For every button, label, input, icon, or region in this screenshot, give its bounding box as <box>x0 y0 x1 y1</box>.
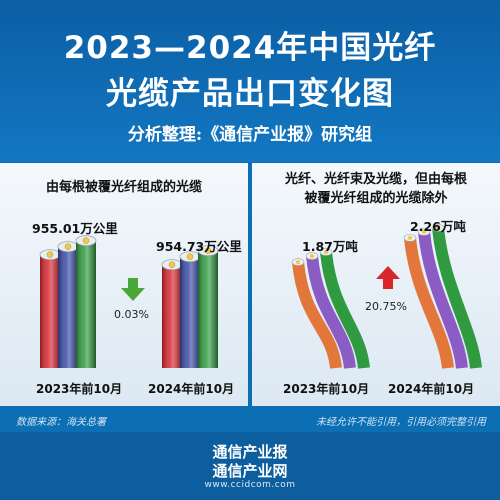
data-source: 数据来源：海关总署 <box>16 417 106 428</box>
brand-url: www.ccidcom.com <box>204 480 296 490</box>
left-chart-title: 由每根被覆光纤组成的光缆 <box>45 180 202 195</box>
cable-bar-2024-green <box>432 227 482 369</box>
cable-core <box>323 249 329 255</box>
left-value-label-2024: 954.73万公里 <box>156 239 242 254</box>
cable-bar-2023-blue <box>57 241 79 368</box>
cable-bar-2023-purple <box>306 255 356 369</box>
cable-bar-2024-purple <box>418 231 468 369</box>
cable-bar-2024-blue <box>179 251 201 368</box>
left-category-2023: 2023年前10月 <box>36 382 123 396</box>
cable-bar-2024-orange <box>404 237 454 369</box>
right-value-label-2023: 1.87万吨 <box>302 239 358 254</box>
up-arrow-icon <box>376 266 400 289</box>
cable-bar-2023-red <box>39 249 61 368</box>
left-change-label: 0.03% <box>114 308 149 321</box>
left-value-label-2023: 955.01万公里 <box>32 221 118 236</box>
cable-core <box>407 235 413 241</box>
page-title-line2: 光缆产品出口变化图 <box>106 76 394 112</box>
brand-name-2: 通信产业网 <box>212 462 288 480</box>
header-banner <box>0 0 500 162</box>
page-title-line1: 2023—2024年中国光纤 <box>63 30 437 66</box>
right-category-2024: 2024年前10月 <box>388 382 475 396</box>
right-change-label: 20.75% <box>365 300 407 313</box>
cable-core <box>435 225 441 231</box>
citation-notice: 未经允许不能引用，引用必须完整引用 <box>316 417 486 428</box>
cable-bar-2023-orange <box>292 261 342 369</box>
right-category-2023: 2023年前10月 <box>283 382 370 396</box>
cable-bar-2023-green <box>75 235 97 368</box>
down-arrow-icon <box>121 278 145 301</box>
page-subtitle: 分析整理:《通信产业报》研究组 <box>127 125 373 145</box>
right-chart-title-line1: 光纤、光纤束及光缆，但由每根 <box>284 172 467 187</box>
cable-bar-2024-green <box>197 245 219 368</box>
right-chart-title-line2: 被覆光纤组成的光缆除外 <box>304 191 448 206</box>
cable-core <box>421 229 427 235</box>
cable-bar-2024-red <box>161 259 183 368</box>
footer-banner <box>0 432 500 500</box>
cable-core <box>309 253 315 259</box>
cable-bar-2023-green <box>320 251 370 369</box>
right-value-label-2024: 2.26万吨 <box>410 219 466 234</box>
cable-core <box>295 259 301 265</box>
left-category-2024: 2024年前10月 <box>148 382 235 396</box>
brand-name-1: 通信产业报 <box>212 443 288 461</box>
